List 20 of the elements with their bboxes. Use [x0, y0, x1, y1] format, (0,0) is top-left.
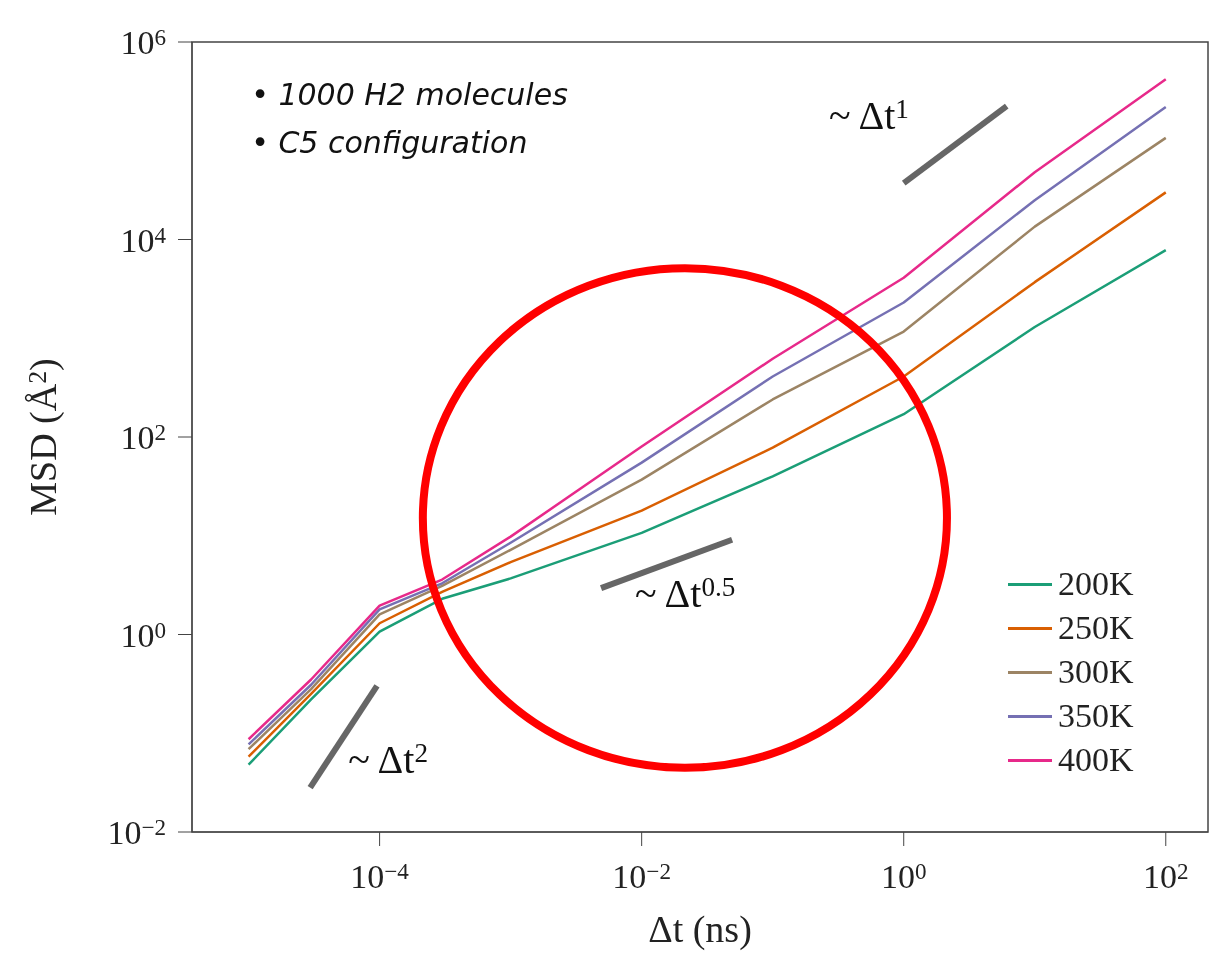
y-tick-label: 10$^{6}$	[120, 23, 166, 61]
annotation: ~ Δt$^{0.5}$	[635, 570, 736, 616]
y-tick-label: 10$^{2}$	[120, 418, 166, 456]
y-tick-label: 10$^{0}$	[120, 616, 166, 654]
x-tick-label: 10$^{−4}$	[350, 857, 410, 895]
y-tick-label: 10$^{−2}$	[107, 813, 166, 851]
legend-label: 200K	[1058, 564, 1134, 604]
x-tick-label: 10$^{2}$	[1143, 857, 1189, 895]
legend-label: 400K	[1058, 740, 1134, 780]
legend-label: 250K	[1058, 608, 1134, 648]
annotation: • C5 configuration	[251, 124, 528, 160]
legend-label: 300K	[1058, 652, 1134, 692]
annotation: ~ Δt$^{2}$	[348, 736, 429, 782]
legend-label: 350K	[1058, 696, 1134, 736]
annotation: • 1000 H2 molecules	[251, 77, 568, 113]
x-tick-label: 10$^{−2}$	[612, 857, 671, 895]
x-axis-title: Δt (ns)	[648, 908, 752, 951]
y-tick-label: 10$^{4}$	[120, 221, 167, 259]
x-tick-label: 10$^{0}$	[880, 857, 927, 895]
annotation: ~ Δt$^{1}$	[829, 92, 909, 138]
